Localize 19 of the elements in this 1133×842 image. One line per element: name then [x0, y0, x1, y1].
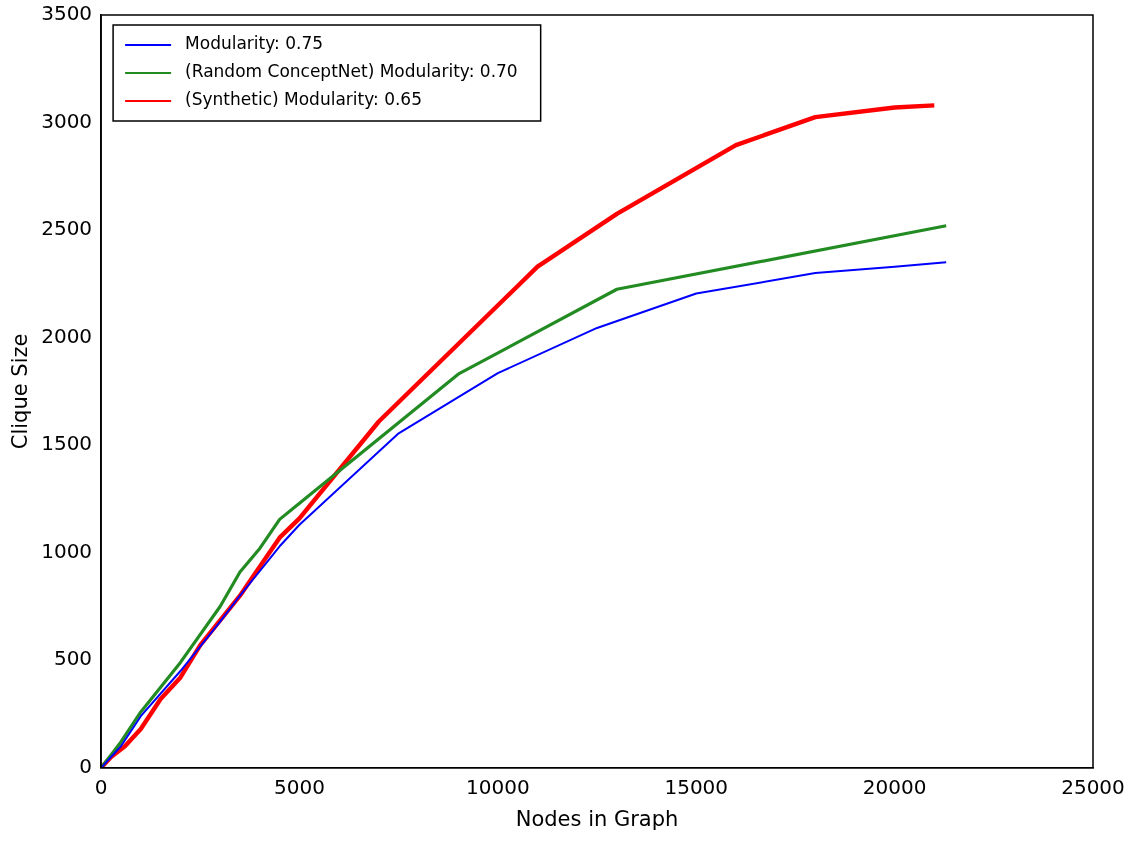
y-tick-label: 3000	[41, 108, 93, 133]
x-tick-label: 15000	[664, 775, 729, 799]
legend-label: (Synthetic) Modularity: 0.65	[185, 89, 422, 110]
legend-label: (Random ConceptNet) Modularity: 0.70	[185, 61, 518, 82]
y-tick-label: 1500	[41, 431, 93, 456]
y-tick-label: 0	[79, 754, 93, 778]
x-tick-label: 10000	[466, 775, 530, 799]
x-tick-label: 0	[94, 775, 108, 799]
x-tick-label: 5000	[274, 775, 325, 799]
x-tick-label: 20000	[862, 775, 927, 799]
y-tick-label: 3500	[41, 1, 93, 26]
legend-label: Modularity: 0.75	[185, 33, 324, 54]
y-tick-label: 2000	[41, 323, 93, 348]
y-tick-label: 500	[53, 646, 93, 671]
y-tick-label: 1000	[41, 538, 93, 563]
x-axis-title: Nodes in Graph	[515, 806, 679, 831]
x-tick-label: 25000	[1061, 775, 1125, 799]
y-tick-label: 2500	[41, 216, 93, 241]
y-axis-title: Clique Size	[8, 333, 33, 450]
